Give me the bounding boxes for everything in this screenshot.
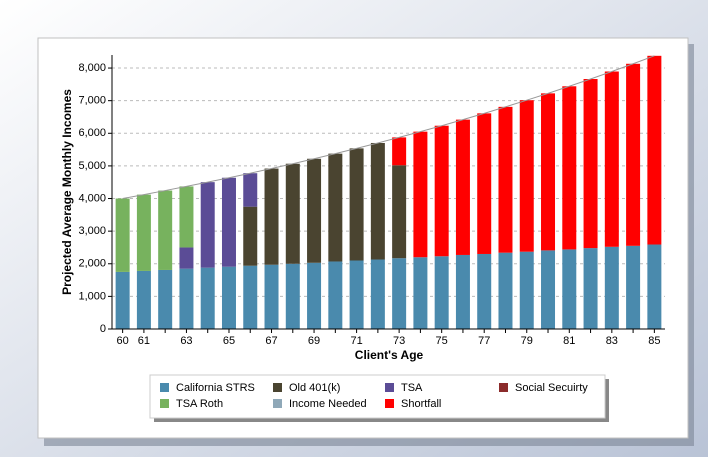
bar-segment [626, 63, 641, 246]
legend-swatch [499, 383, 508, 392]
bar-segment [200, 182, 215, 268]
income-needed-line [122, 55, 655, 200]
bar-segment [285, 263, 300, 329]
x-tick-label: 63 [180, 335, 192, 347]
legend-label: Social Secuirty [515, 382, 588, 394]
bar-segment [158, 190, 173, 270]
bar-segment [370, 259, 385, 329]
y-tick-label: 0 [100, 323, 106, 335]
x-tick-label: 69 [308, 335, 320, 347]
legend [149, 374, 606, 419]
bar-segment [498, 252, 513, 329]
bar-segment [179, 186, 194, 248]
bar-segment [200, 267, 215, 329]
bar-segment [647, 244, 662, 329]
bar-segment [307, 158, 322, 263]
bar-segment [413, 131, 428, 258]
bar-segment [392, 165, 407, 259]
y-tick-label: 1,000 [78, 290, 106, 302]
legend-swatch [385, 399, 394, 408]
y-axis-title: Projected Average Monthly Incomes [60, 89, 74, 295]
bar-segment [498, 106, 513, 253]
legend-label: TSA Roth [176, 398, 223, 410]
bar-segment [328, 153, 343, 262]
legend-swatch [273, 399, 282, 408]
x-tick-label: 61 [138, 335, 150, 347]
bar-segment [136, 194, 151, 271]
bar-segment [307, 262, 322, 329]
bar-segment [455, 254, 470, 329]
x-tick-label: 83 [606, 335, 618, 347]
bar-segment [136, 270, 151, 329]
x-tick-label: 73 [393, 335, 405, 347]
bar-segment [477, 253, 492, 329]
bar-segment [392, 137, 407, 166]
bar-segment [541, 250, 556, 329]
y-tick-label: 6,000 [78, 127, 106, 139]
bar-segment [115, 198, 130, 272]
bar-segment [179, 268, 194, 329]
bar-segment [285, 163, 300, 264]
y-tick-label: 7,000 [78, 95, 106, 107]
bar-segment [328, 261, 343, 329]
y-tick-label: 5,000 [78, 160, 106, 172]
bar-segment [349, 260, 364, 329]
bar-segment [434, 256, 449, 329]
x-tick-label: 81 [563, 335, 575, 347]
y-tick-label: 4,000 [78, 192, 106, 204]
bar-segment [455, 119, 470, 255]
legend-label: Income Needed [289, 398, 367, 410]
y-tick-label: 8,000 [78, 62, 106, 74]
x-tick-label: 60 [117, 335, 129, 347]
bar-segment [626, 245, 641, 329]
bar-segment [243, 173, 258, 207]
x-tick-label: 65 [223, 335, 235, 347]
bar-segment [370, 142, 385, 260]
bar-segment [264, 168, 279, 265]
bar-segment [562, 249, 577, 329]
bar-segment [583, 79, 598, 249]
bar-segment [519, 100, 534, 252]
legend-swatch [273, 383, 282, 392]
x-tick-label: 71 [350, 335, 362, 347]
x-tick-label: 75 [436, 335, 448, 347]
bar-segment [243, 206, 258, 266]
legend-swatch [385, 383, 394, 392]
legend-label: TSA [401, 382, 423, 394]
bar-segment [541, 93, 556, 251]
x-tick-label: 77 [478, 335, 490, 347]
x-tick-label: 85 [648, 335, 660, 347]
bar-segment [179, 247, 194, 269]
bar-segment [604, 246, 619, 329]
bar-segment [221, 266, 236, 329]
bar-segment [264, 264, 279, 329]
y-tick-label: 3,000 [78, 225, 106, 237]
bar-segment [604, 71, 619, 247]
bar-segment [647, 55, 662, 245]
bar-segment [562, 86, 577, 250]
x-axis-title: Client's Age [355, 348, 424, 362]
bar-segment [243, 265, 258, 329]
bar-segment [434, 125, 449, 257]
bar-segment [392, 258, 407, 329]
legend-label: Shortfall [401, 398, 441, 410]
x-tick-label: 79 [521, 335, 533, 347]
legend-label: California STRS [176, 382, 255, 394]
bar-segment [519, 251, 534, 329]
legend-label: Old 401(k) [289, 382, 340, 394]
y-tick-label: 2,000 [78, 258, 106, 270]
legend-swatch [160, 399, 169, 408]
bar-segment [115, 271, 130, 329]
bar-segment [477, 113, 492, 254]
legend-swatch [160, 383, 169, 392]
bar-segment [349, 148, 364, 261]
bar-segment [221, 177, 236, 267]
bar-segment [158, 269, 173, 329]
bar-segment [413, 257, 428, 329]
x-tick-label: 67 [265, 335, 277, 347]
bar-segment [583, 248, 598, 329]
